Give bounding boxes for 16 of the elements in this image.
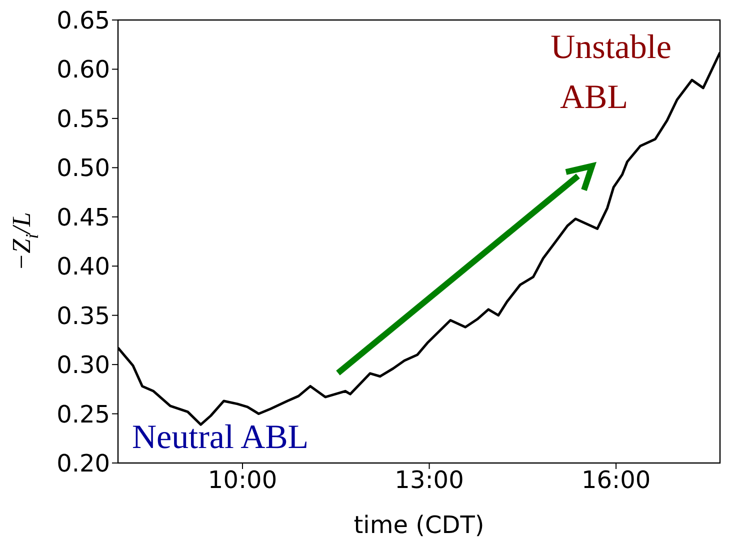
y-tick-label: 0.35 xyxy=(56,302,110,330)
y-tick-label: 0.40 xyxy=(56,252,110,281)
y-tick-label: 0.25 xyxy=(56,400,110,428)
y-tick-label: 0.45 xyxy=(56,203,110,232)
y-tick-label: 0.30 xyxy=(56,351,110,380)
annotation: Neutral ABL xyxy=(132,419,309,456)
x-tick-label: 10:00 xyxy=(208,466,278,494)
x-tick-label: 16:00 xyxy=(581,466,651,494)
annotation: Unstable ABL xyxy=(550,29,672,116)
y-tick-label: 0.20 xyxy=(56,450,110,478)
x-tick-label: 13:00 xyxy=(394,466,464,494)
x-axis-title: time (CDT) xyxy=(354,511,484,539)
y-tick-label: 0.50 xyxy=(56,154,110,182)
y-tick-label: 0.55 xyxy=(56,104,110,133)
y-tick-label: 0.65 xyxy=(56,6,110,35)
y-tick-label: 0.60 xyxy=(56,56,110,84)
